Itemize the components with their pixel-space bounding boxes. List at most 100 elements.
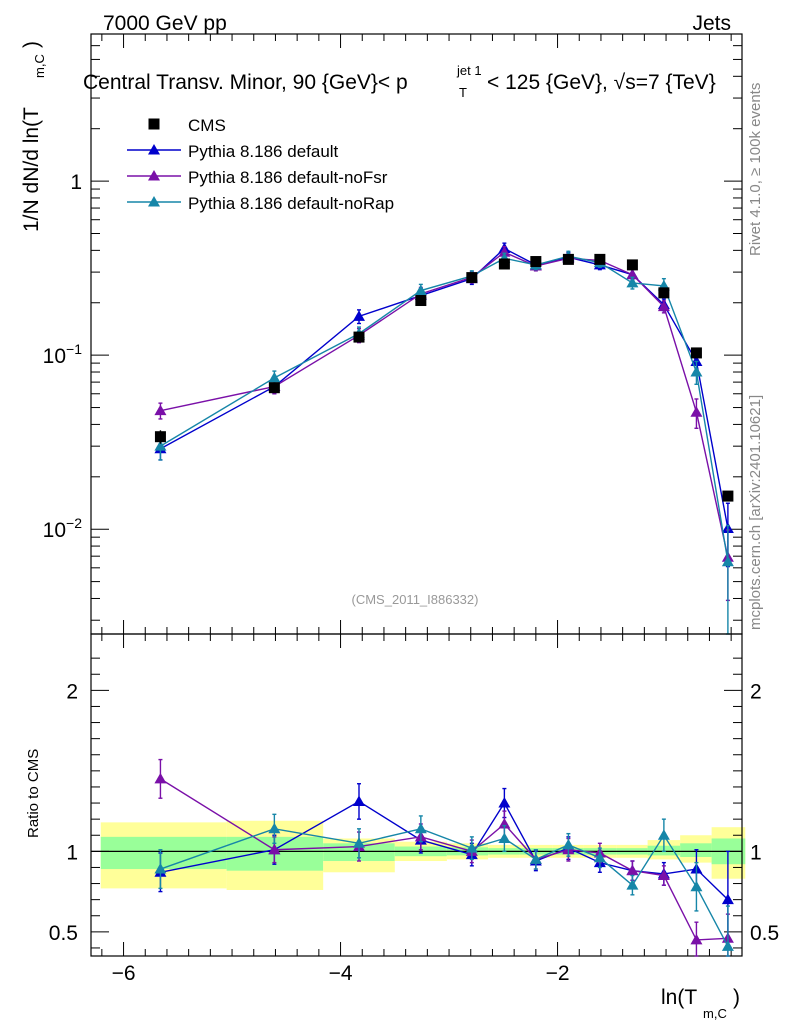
ratio-point-noRap xyxy=(529,853,542,864)
main-point-cms xyxy=(154,431,166,443)
ratio-x-ticks xyxy=(101,634,732,956)
title-sub: T xyxy=(459,85,467,100)
ratio-point-noRap xyxy=(465,842,478,853)
main-series-cms xyxy=(154,253,734,502)
ratio-point-noFsr xyxy=(154,772,167,784)
main-point-noRap xyxy=(626,276,639,288)
main-point-cms xyxy=(562,253,574,265)
main-series-default xyxy=(154,242,734,568)
main-series-noRap xyxy=(154,250,734,635)
main-point-cms xyxy=(498,258,510,270)
ratio-y-tick-label: 1 xyxy=(66,841,78,864)
ratio-point-noRap xyxy=(626,879,639,890)
ratio-point-noFsr xyxy=(657,869,670,880)
main-point-cms xyxy=(658,287,670,299)
mcplots-text: mcplots.cern.ch [arXiv:2401.10621] xyxy=(747,395,764,630)
main-point-default xyxy=(352,310,365,321)
rivet-version-text: Rivet 4.1.0, ≥ 100k events xyxy=(747,83,764,256)
ratio-point-noRap xyxy=(352,837,365,848)
legend-marker-noFsr xyxy=(148,170,160,181)
legend-label-default: Pythia 8.186 default xyxy=(188,142,339,161)
legend-marker-cms xyxy=(148,118,160,130)
ratio-point-noRap xyxy=(154,863,167,874)
title-mid: < 125 {GeV}, √s=7 {TeV} xyxy=(487,71,716,94)
x-axis-label-main: ln(T xyxy=(661,986,697,1009)
main-line-noFsr xyxy=(160,251,729,558)
main-point-cms xyxy=(530,256,542,268)
title-sup: jet 1 xyxy=(456,63,482,78)
legend-marker-noRap xyxy=(148,196,160,207)
main-point-noFsr xyxy=(154,404,167,416)
ratio-point-noRap xyxy=(721,940,734,951)
x-tick-label: −6 xyxy=(112,962,136,985)
x-axis-label: ln(T m,C ) xyxy=(661,986,740,1021)
legend-label-noRap: Pythia 8.186 default-noRap xyxy=(188,194,394,213)
main-point-noFsr xyxy=(690,406,703,417)
ratio-point-noRap xyxy=(414,822,427,834)
y-tick-label: 1 xyxy=(70,171,82,194)
main-point-cms xyxy=(722,490,734,502)
ratio-point-noRap xyxy=(690,880,703,892)
ratio-panel: −6 −4 −2 0.5 0.5 1 1 2 2 xyxy=(49,633,779,985)
main-panel: 1 10−1 10−2 xyxy=(43,33,743,635)
x-tick-label: −4 xyxy=(329,962,353,985)
ratio-y-tick-label: 2 xyxy=(66,680,78,703)
ratio-point-noFsr xyxy=(690,933,703,945)
x-tick-label: −2 xyxy=(546,962,570,985)
legend-label-cms: CMS xyxy=(188,116,226,135)
title-prefix: Central Transv. Minor, 90 {GeV}< p xyxy=(83,71,408,94)
main-point-noRap xyxy=(414,284,427,296)
main-point-cms xyxy=(353,331,365,343)
main-x-ticks xyxy=(101,34,732,634)
main-point-noRap xyxy=(268,371,281,383)
ratio-frame xyxy=(90,633,743,957)
main-point-noRap xyxy=(690,366,703,377)
y-tick-label: 10−1 xyxy=(43,341,83,368)
x-axis-label-sub: m,C xyxy=(703,1006,727,1021)
main-series-noFsr xyxy=(154,245,734,602)
main-line-noRap xyxy=(160,255,729,562)
ratio-y-tick-label-right: 0.5 xyxy=(750,922,779,945)
main-point-cms xyxy=(626,259,638,271)
ratio-y-tick-label-right: 1 xyxy=(750,841,762,864)
ratio-point-default xyxy=(721,893,734,905)
main-line-default xyxy=(160,247,729,529)
y-axis-label: 1/N dN/d ln(T m,C ) xyxy=(20,41,47,232)
y-axis-label-sub: m,C xyxy=(32,54,47,78)
ratio-point-noRap xyxy=(268,822,281,834)
ratio-point-default xyxy=(498,797,511,808)
header-left: 7000 GeV pp xyxy=(103,12,227,35)
ratio-y-axis-label: Ratio to CMS xyxy=(25,749,42,838)
ratio-y-tick-label-right: 2 xyxy=(750,680,762,703)
plot-title: Central Transv. Minor, 90 {GeV}< p jet 1… xyxy=(83,63,716,100)
main-point-noFsr xyxy=(498,246,511,257)
main-point-cms xyxy=(415,295,427,307)
main-point-noFsr xyxy=(657,300,670,312)
legend-marker-default xyxy=(148,144,160,155)
ratio-point-default xyxy=(352,795,365,806)
main-point-cms xyxy=(594,253,606,265)
y-axis-label-close: ) xyxy=(20,41,43,48)
ratio-point-noFsr xyxy=(498,817,511,829)
ratio-point-noFsr xyxy=(626,864,639,876)
y-axis-label-main: 1/N dN/d ln(T xyxy=(20,107,43,232)
ratio-point-noRap xyxy=(657,829,670,840)
main-point-noRap xyxy=(721,555,734,567)
analysis-watermark: (CMS_2011_I886332) xyxy=(352,592,479,607)
legend-label-noFsr: Pythia 8.186 default-noFsr xyxy=(188,168,388,187)
y-tick-label: 10−2 xyxy=(43,515,83,542)
main-y-ticks xyxy=(91,33,742,621)
ratio-point-noRap xyxy=(562,838,575,850)
main-point-cms xyxy=(466,272,478,284)
header-right: Jets xyxy=(692,12,731,35)
main-point-noFsr xyxy=(626,268,639,280)
main-point-cms xyxy=(690,347,702,359)
x-axis-label-close: ) xyxy=(733,986,740,1009)
ratio-point-noRap xyxy=(593,851,606,863)
ratio-series-noRap xyxy=(154,813,734,957)
main-point-noRap xyxy=(154,440,167,451)
ratio-y-ticks xyxy=(91,657,742,949)
main-point-cms xyxy=(268,382,280,394)
ratio-point-noRap xyxy=(498,832,511,843)
